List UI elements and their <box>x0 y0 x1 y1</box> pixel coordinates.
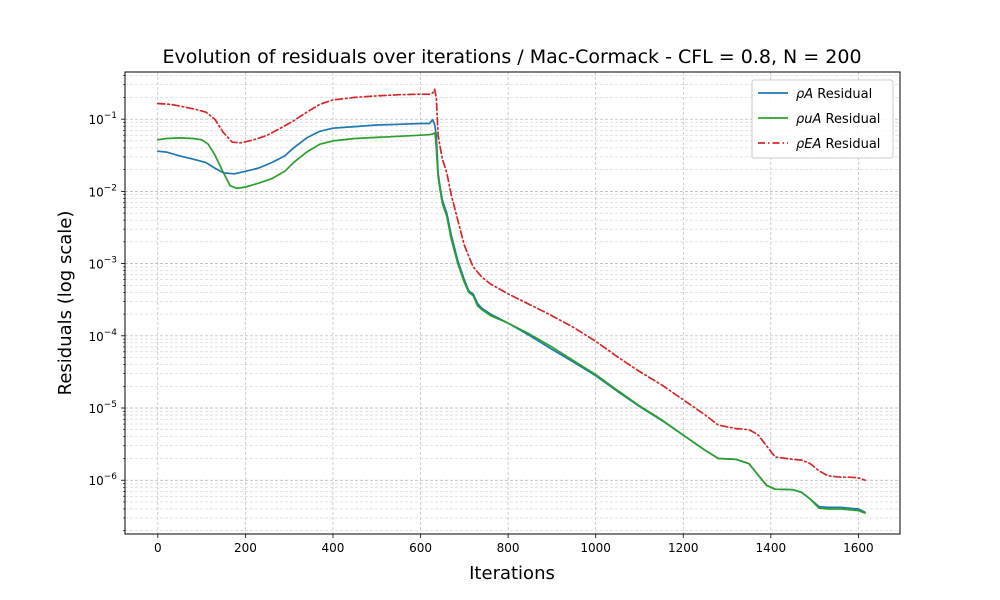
x-tick-label: 1400 <box>756 541 787 555</box>
y-tick-label: 10−2 <box>88 183 117 199</box>
x-tick-label: 400 <box>322 541 345 555</box>
y-ticks: 10−6 10−5 10−4 10−3 10−2 10−1 <box>88 75 125 531</box>
legend-box <box>751 79 894 159</box>
series-line-2 <box>156 88 866 482</box>
legend-label-0: ρA Residual <box>796 87 872 102</box>
y-tick-label: 10−4 <box>88 328 117 344</box>
plot-frame <box>124 71 901 535</box>
y-tick-label: 10−3 <box>88 256 117 272</box>
series-line-1 <box>156 131 866 514</box>
x-tick-label: 1000 <box>580 541 611 555</box>
y-tick-label: 10−6 <box>88 472 117 488</box>
x-axis-label: Iterations <box>469 563 555 584</box>
x-tick-label: 1200 <box>668 541 699 555</box>
x-tick-label: 1600 <box>843 541 874 555</box>
legend-label-2: ρEA Residual <box>796 137 880 152</box>
y-tick-label: 10−5 <box>88 400 117 416</box>
y-tick-label: 10−1 <box>88 111 117 127</box>
legend: ρA Residual ρuA Residual ρEA Residual <box>751 79 894 159</box>
legend-label-1: ρuA Residual <box>796 112 880 127</box>
chart-title: Evolution of residuals over iterations /… <box>162 46 861 68</box>
x-tick-label: 200 <box>234 541 257 555</box>
x-ticks: 0 200 400 600 800 1000 1200 1400 1600 <box>154 534 874 555</box>
y-axis-label: Residuals (log scale) <box>55 211 76 396</box>
x-tick-label: 800 <box>497 541 520 555</box>
x-tick-label: 0 <box>154 541 162 555</box>
series-lines <box>156 88 866 514</box>
x-tick-label: 600 <box>409 541 432 555</box>
